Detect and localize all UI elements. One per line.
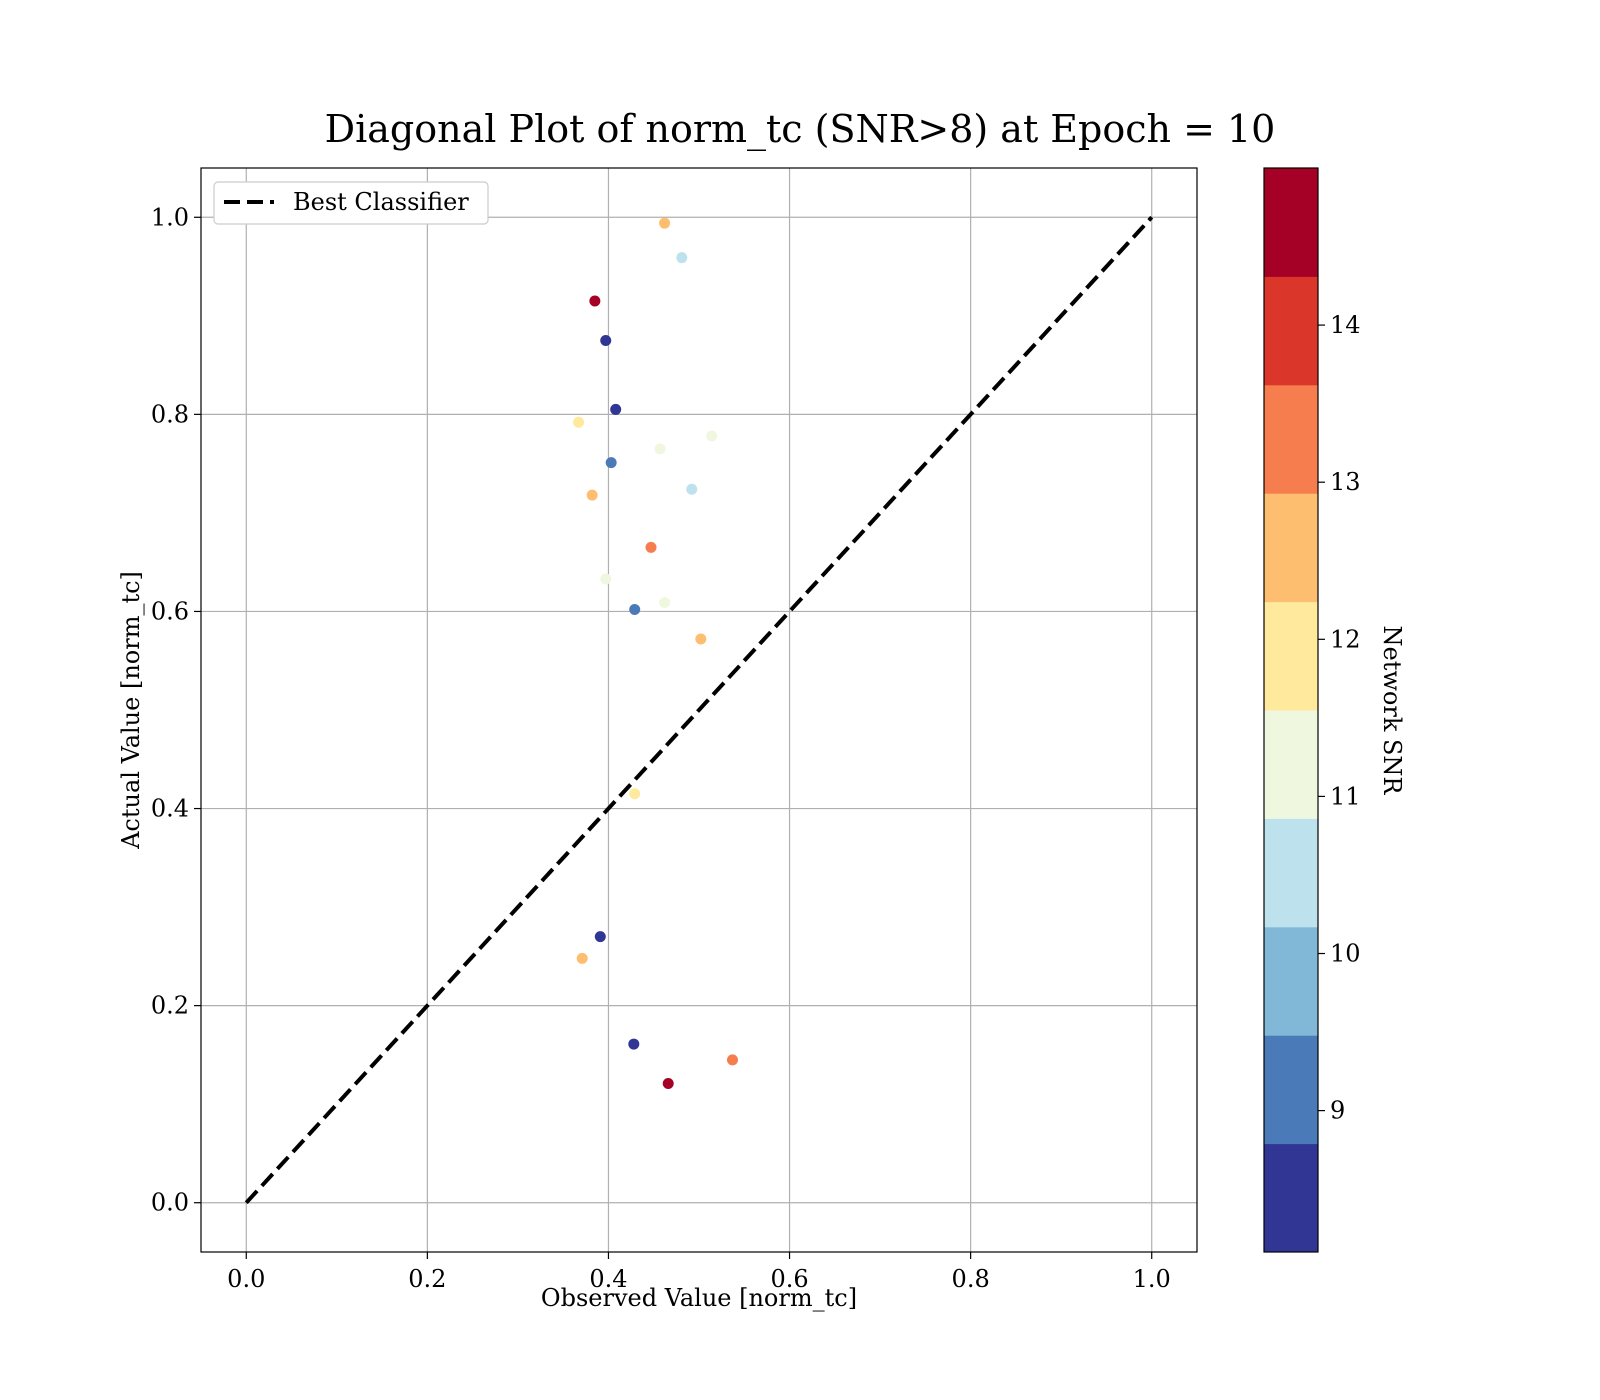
colorbar-tick-label: 12: [1330, 625, 1361, 653]
scatter-point: [629, 788, 641, 800]
scatter-point: [659, 217, 671, 229]
x-axis-ticks: 0.0 0.2 0.4 0.6 0.8 1.0: [227, 1252, 1171, 1293]
plot-area: [200, 167, 1198, 1253]
colorbar-tick-label: 11: [1330, 782, 1361, 810]
colorbar-bin: [1264, 1143, 1318, 1253]
y-tick-label: 0.6: [151, 597, 189, 625]
chart-title: Diagonal Plot of norm_tc (SNR>8) at Epoc…: [325, 107, 1276, 152]
scatter-point: [600, 573, 612, 585]
legend-label: Best Classifier: [293, 188, 469, 216]
scatter-point: [576, 952, 588, 964]
legend-box: [213, 181, 489, 225]
colorbar-tick-label: 14: [1330, 311, 1361, 339]
colorbar-bin: [1264, 710, 1318, 819]
x-axis-label: Observed Value [norm_tc]: [541, 1284, 857, 1312]
legend: Best Classifier: [213, 181, 489, 225]
grid-lines: [201, 168, 1197, 1252]
scatter-point: [594, 931, 606, 943]
y-tick-label: 0.0: [151, 1189, 189, 1217]
scatter-point: [600, 334, 612, 346]
scatter-points: [573, 217, 739, 1089]
y-tick-label: 0.8: [151, 400, 189, 428]
scatter-point: [605, 457, 617, 469]
scatter-point: [686, 483, 698, 495]
scatter-point: [610, 403, 622, 415]
scatter-point: [573, 416, 585, 428]
scatter-point: [645, 541, 657, 553]
x-tick-label: 0.6: [770, 1265, 808, 1293]
x-tick-label: 0.4: [589, 1265, 627, 1293]
scatter-point: [706, 430, 718, 442]
colorbar-bin: [1264, 168, 1318, 277]
y-tick-label: 0.4: [151, 795, 189, 823]
colorbar-bin: [1264, 1035, 1318, 1145]
y-axis-ticks: 0.0 0.2 0.4 0.6 0.8 1.0: [151, 203, 201, 1217]
colorbar-tick-label: 10: [1330, 940, 1361, 968]
colorbar-bin: [1264, 818, 1318, 928]
colorbar-bin: [1264, 276, 1318, 386]
colorbar-label: Network SNR: [1378, 626, 1406, 796]
colorbar-frame: [1263, 167, 1319, 1253]
y-tick-label: 1.0: [151, 203, 189, 231]
scatter-point: [727, 1054, 739, 1066]
x-tick-label: 0.2: [408, 1265, 446, 1293]
colorbar-bin: [1264, 493, 1318, 603]
scatter-point: [586, 489, 598, 501]
y-tick-label: 0.2: [151, 992, 189, 1020]
scatter-point: [629, 603, 641, 615]
best-classifier-line: [244, 215, 1154, 1205]
x-tick-label: 1.0: [1133, 1265, 1171, 1293]
scatter-point: [676, 252, 688, 264]
scatter-point: [654, 443, 666, 455]
colorbar-bin: [1264, 926, 1318, 1036]
scatter-point: [628, 1038, 640, 1050]
colorbar-tick-label: 9: [1330, 1097, 1345, 1125]
colorbar-tick-label: 13: [1330, 468, 1361, 496]
scatter-point: [662, 1077, 674, 1089]
colorbar: 9 10 11 12 13 14: [1263, 167, 1361, 1253]
scatter-point: [589, 295, 601, 307]
scatter-point: [659, 597, 671, 609]
plot-frame: [200, 167, 1198, 1253]
colorbar-bin: [1264, 384, 1318, 494]
x-tick-label: 0.8: [952, 1265, 990, 1293]
colorbar-bin: [1264, 601, 1318, 711]
x-tick-label: 0.0: [227, 1265, 265, 1293]
y-axis-label: Actual Value [norm_tc]: [117, 571, 145, 850]
scatter-point: [695, 633, 707, 645]
